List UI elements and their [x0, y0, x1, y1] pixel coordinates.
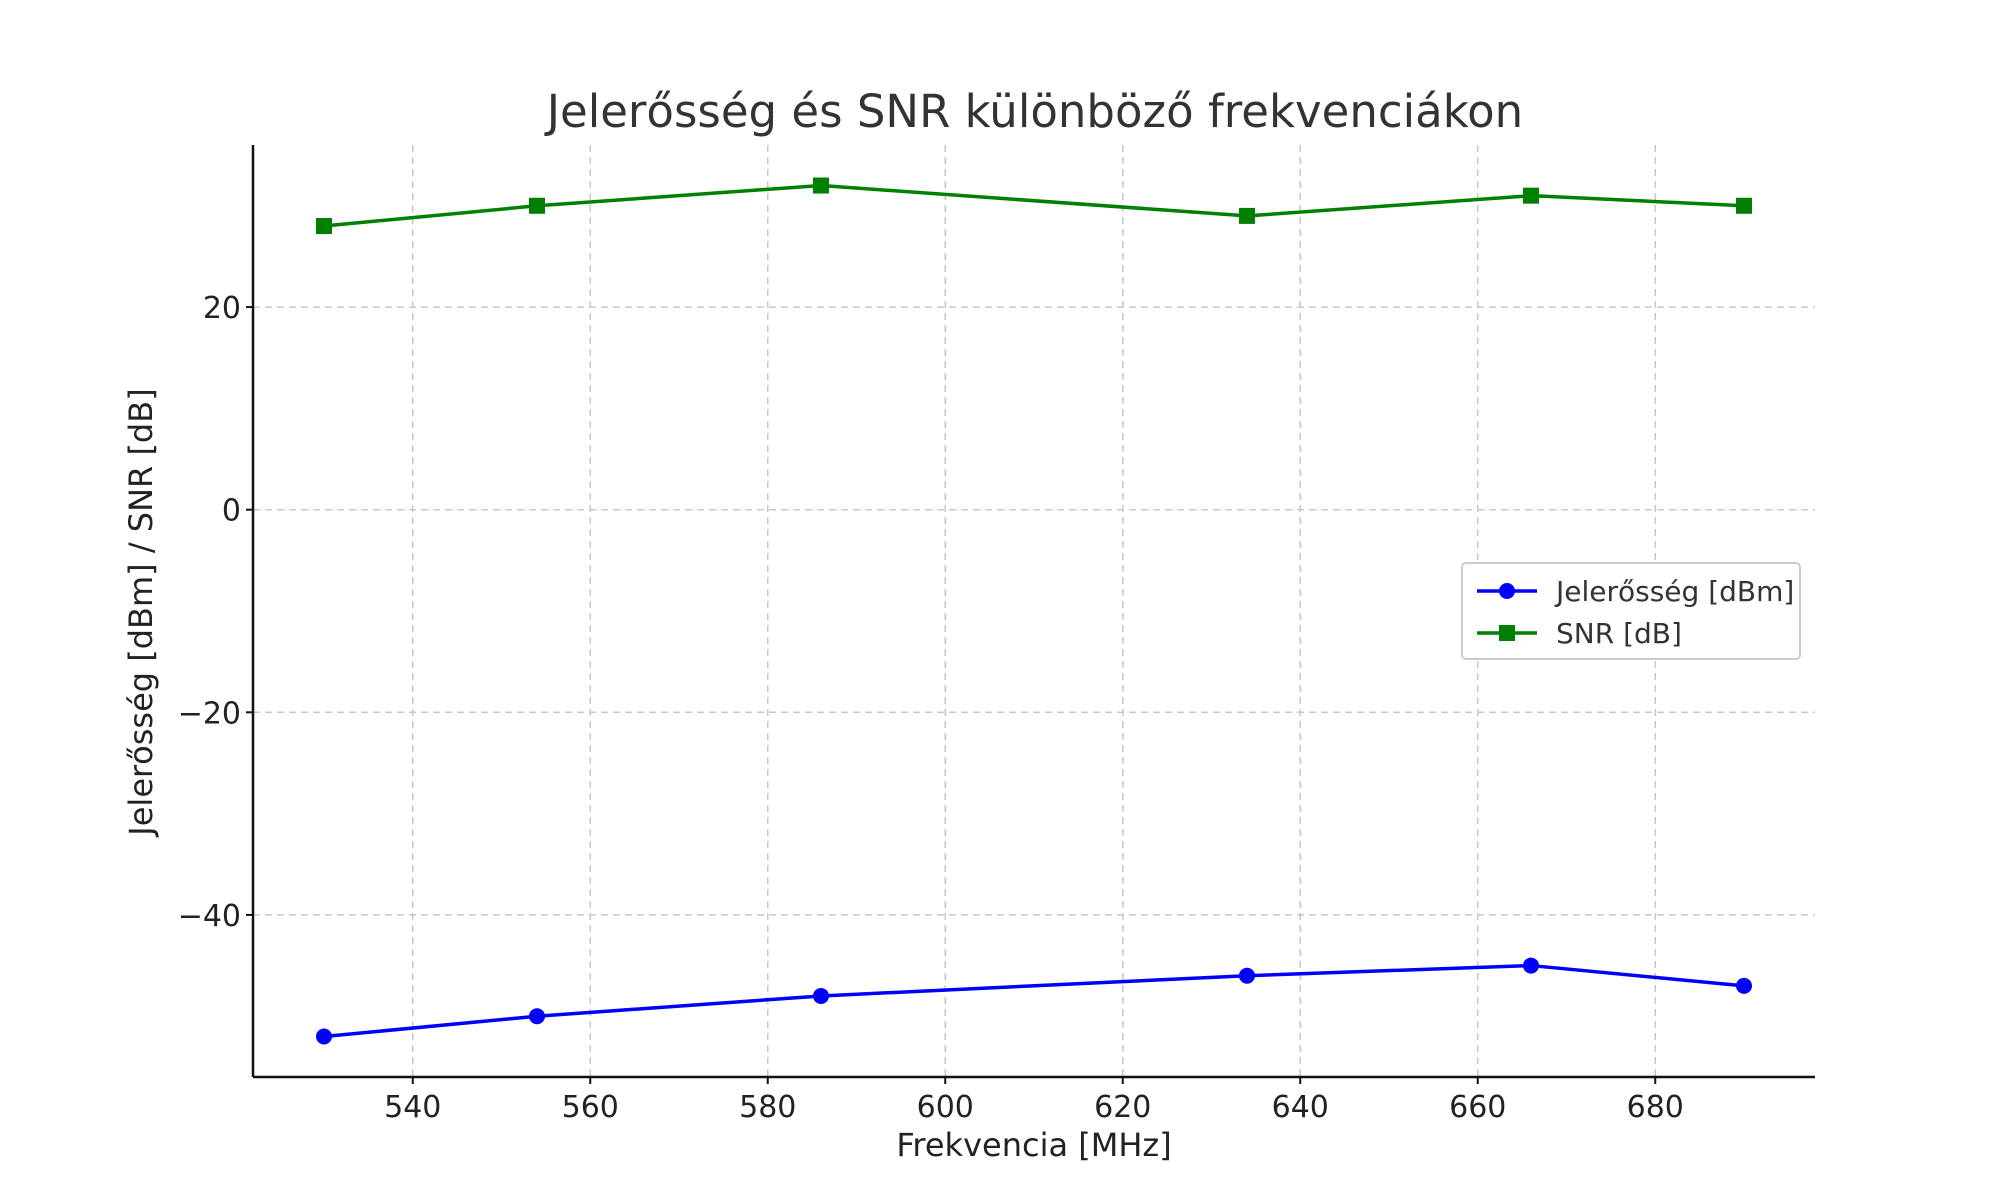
x-ticks: 540 560 580 600 620 640 660 680 [384, 1077, 1684, 1125]
series-1-point [316, 218, 332, 235]
axes [251, 145, 1815, 1079]
series-1-point [1736, 197, 1752, 214]
series-1-point [1523, 187, 1539, 204]
series-0-point [1736, 977, 1752, 994]
y-tick-label: −40 [178, 899, 241, 934]
series-line-1 [323, 183, 1745, 228]
series-line-0 [323, 963, 1745, 1039]
series-0-point [1523, 957, 1539, 974]
series-0-point [1239, 967, 1255, 984]
legend-marker-1 [1499, 625, 1515, 641]
x-axis-label: Frekvencia [MHz] [896, 1126, 1171, 1164]
y-ticks: −40 −20 0 20 [178, 291, 253, 934]
x-tick-label: 680 [1627, 1090, 1684, 1125]
legend: Jelerősség [dBm] SNR [dB] [1461, 562, 1801, 660]
series-0-point [813, 987, 829, 1004]
x-tick-label: 580 [739, 1090, 796, 1125]
series-1-point [813, 177, 829, 194]
x-tick-label: 640 [1272, 1090, 1329, 1125]
legend-label-0: Jelerősség [dBm] [1554, 575, 1794, 608]
x-tick-label: 540 [384, 1090, 441, 1125]
legend-label-1: SNR [dB] [1556, 617, 1682, 650]
series-0-point [316, 1028, 332, 1045]
x-tick-label: 560 [562, 1090, 619, 1125]
legend-box [1461, 562, 1801, 660]
series-0-point [529, 1008, 545, 1025]
grid [253, 145, 1815, 1077]
chart-title: Jelerősség és SNR különböző frekvenciáko… [544, 85, 1523, 138]
legend-marker-0 [1499, 583, 1515, 599]
series-1-point [529, 197, 545, 214]
y-tick-label: −20 [178, 696, 241, 731]
y-axis-label: Jelerősség [dBm] / SNR [dB] [122, 388, 160, 837]
x-tick-label: 600 [917, 1090, 974, 1125]
y-tick-label: 0 [222, 494, 241, 529]
x-tick-label: 660 [1449, 1090, 1506, 1125]
series-layer [316, 177, 1752, 1045]
series-1-point [1239, 207, 1255, 224]
x-tick-label: 620 [1094, 1090, 1151, 1125]
y-tick-label: 20 [203, 291, 241, 326]
